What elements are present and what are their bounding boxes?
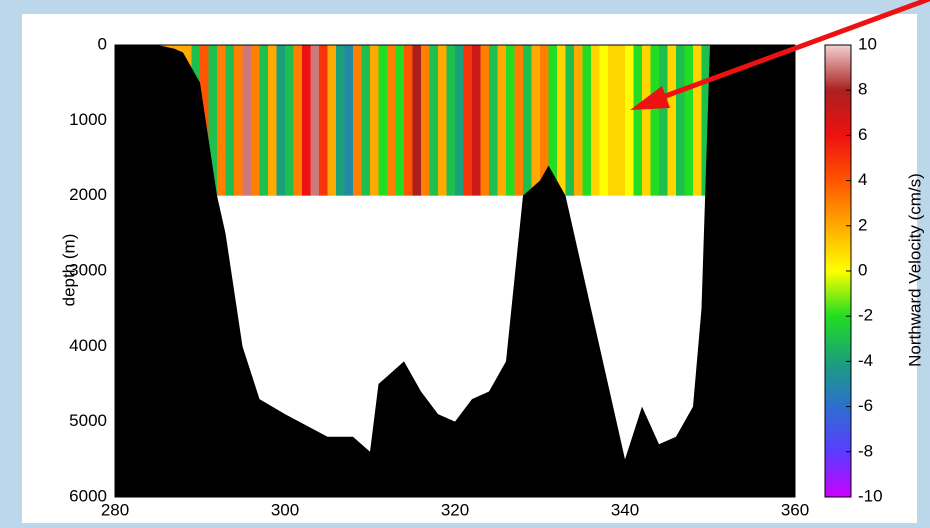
colorbar-tick-label: -2 — [858, 306, 873, 325]
colorbar-tick-label: -8 — [858, 441, 873, 460]
y-tick-label: 6000 — [69, 486, 107, 505]
velocity-cell — [336, 45, 346, 196]
velocity-cell — [293, 45, 303, 196]
velocity-cell — [310, 45, 320, 196]
velocity-cell — [659, 45, 669, 196]
velocity-cell — [574, 45, 584, 196]
arrow-shaft — [659, 0, 930, 101]
velocity-cell — [514, 45, 524, 196]
velocity-cell — [285, 45, 295, 196]
x-tick-label: 320 — [441, 500, 469, 519]
colorbar-tick-label: 0 — [858, 260, 867, 279]
velocity-cell — [565, 45, 575, 196]
velocity-cell — [353, 45, 363, 196]
y-tick-label: 3000 — [69, 260, 107, 279]
velocity-cell — [208, 45, 218, 196]
x-tick-label: 340 — [611, 500, 639, 519]
velocity-cell — [395, 45, 405, 196]
annotation-arrow — [630, 0, 930, 110]
velocity-cell — [276, 45, 286, 196]
velocity-cell — [531, 45, 541, 196]
colorbar-tick-label: 8 — [858, 80, 867, 99]
y-tick-label: 5000 — [69, 411, 107, 430]
velocity-cell — [667, 45, 677, 196]
velocity-cell — [616, 45, 626, 196]
velocity-cell — [302, 45, 312, 196]
velocity-cell — [608, 45, 618, 196]
velocity-cell — [251, 45, 261, 196]
velocity-cell — [378, 45, 388, 196]
velocity-cell — [268, 45, 278, 196]
velocity-cell — [480, 45, 490, 196]
velocity-cell — [523, 45, 533, 196]
velocity-cell — [489, 45, 499, 196]
colorbar-tick-label: 10 — [858, 34, 877, 53]
colorbar-tick-label: -6 — [858, 396, 873, 415]
y-tick-label: 0 — [98, 34, 107, 53]
velocity-cell — [472, 45, 482, 196]
colorbar-tick-label: -4 — [858, 351, 873, 370]
velocity-cell — [217, 45, 227, 196]
y-tick-label: 4000 — [69, 336, 107, 355]
velocity-cell — [582, 45, 592, 196]
velocity-cell — [540, 45, 550, 196]
velocity-cell — [557, 45, 567, 196]
arrow-head — [630, 86, 670, 110]
y-tick-label: 1000 — [69, 110, 107, 129]
velocity-cell — [438, 45, 448, 196]
velocity-cell — [455, 45, 465, 196]
velocity-cell — [370, 45, 380, 196]
velocity-cell — [676, 45, 686, 196]
velocity-cell — [625, 45, 635, 196]
velocity-cell — [242, 45, 252, 196]
velocity-cell — [344, 45, 354, 196]
velocity-cell — [693, 45, 703, 196]
velocity-cell — [259, 45, 269, 196]
velocity-cell — [599, 45, 609, 196]
velocity-cell — [650, 45, 660, 196]
velocity-cell — [234, 45, 244, 196]
velocity-cell — [421, 45, 431, 196]
velocity-cell — [225, 45, 235, 196]
velocity-cell — [684, 45, 694, 196]
colorbar-label: Northward Velocity (cm/s) — [905, 173, 924, 367]
x-tick-label: 280 — [101, 500, 129, 519]
velocity-cell — [319, 45, 329, 196]
velocity-cell — [701, 45, 711, 196]
velocity-cell — [327, 45, 337, 196]
velocity-cell — [633, 45, 643, 196]
velocity-cell — [446, 45, 456, 196]
plot-area: 280 300 320 340 3600100020003000400050006000… — [69, 34, 882, 519]
velocity-cell — [463, 45, 473, 196]
velocity-cell — [387, 45, 397, 196]
velocity-cell — [497, 45, 507, 196]
x-tick-label: 360 — [781, 500, 809, 519]
velocity-cell — [429, 45, 439, 196]
bathymetry — [115, 45, 795, 497]
velocity-cell — [642, 45, 652, 196]
velocity-cell — [548, 45, 558, 196]
velocity-cell — [506, 45, 516, 196]
y-axis-label: depth (m) — [59, 234, 78, 307]
velocity-cell — [404, 45, 414, 196]
velocity-cell — [412, 45, 422, 196]
y-tick-label: 2000 — [69, 185, 107, 204]
x-tick-label: 300 — [271, 500, 299, 519]
velocity-cell — [361, 45, 371, 196]
colorbar-tick-label: -10 — [858, 486, 883, 505]
colorbar-tick-label: 2 — [858, 215, 867, 234]
colorbar-tick-label: 4 — [858, 170, 867, 189]
velocity-cell — [591, 45, 601, 196]
colorbar-tick-label: 6 — [858, 125, 867, 144]
